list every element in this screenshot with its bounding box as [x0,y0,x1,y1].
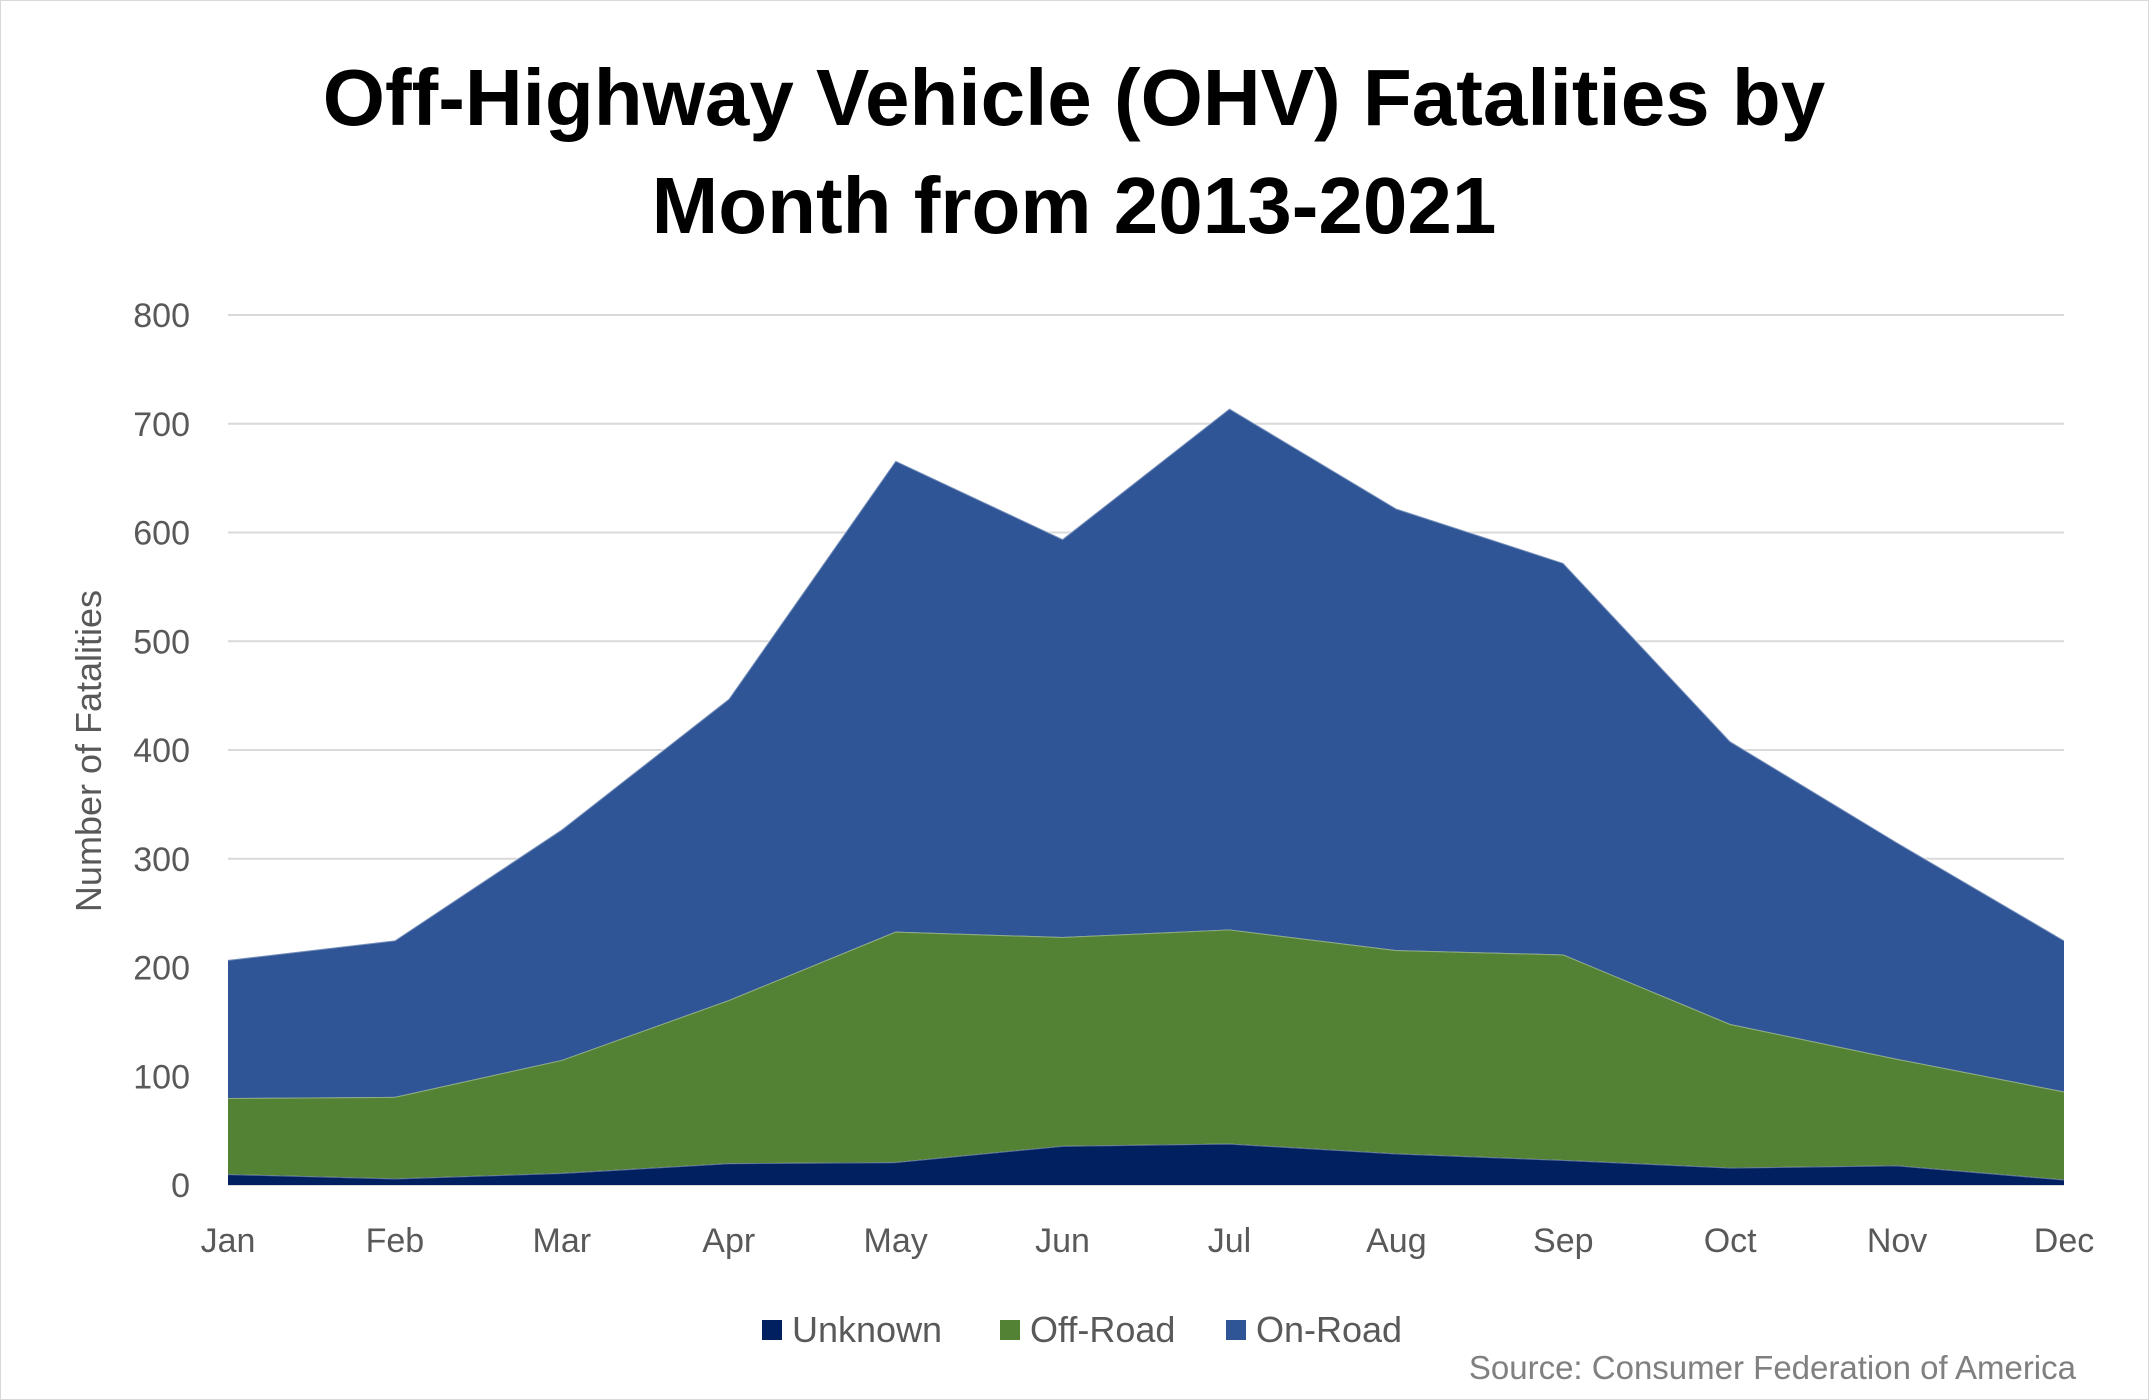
legend-swatch-unknown [762,1320,782,1340]
x-axis-ticks: Jan Feb Mar Apr May Jun Jul Aug Sep Oct Nov Dec [201,1222,2095,1260]
area-off-road [228,929,2064,1180]
x-tick-label-jul: Jul [1208,1222,1251,1260]
x-tick-label-mar: Mar [533,1222,592,1260]
area-edge-on-road [227,407,2065,961]
chart-title-line-2: Month from 2013-2021 [652,161,1497,250]
x-tick-label-dec: Dec [2034,1222,2094,1260]
area-edge-unknown [227,1142,2065,1181]
y-tick-label-400: 400 [133,732,190,770]
y-tick-label-200: 200 [133,950,190,988]
y-axis-title: Number of Fatalities [68,590,109,912]
legend-swatch-off-road [1000,1320,1020,1340]
y-tick-label-700: 700 [133,406,190,444]
legend: Unknown Off-Road On-Road [762,1309,1402,1350]
y-tick-label-0: 0 [171,1167,190,1205]
x-tick-label-apr: Apr [702,1222,755,1260]
legend-label-off-road: Off-Road [1030,1309,1175,1350]
x-tick-label-oct: Oct [1704,1222,1757,1260]
area-series [227,407,2065,1185]
x-tick-label-aug: Aug [1366,1222,1427,1260]
area-edge-off-road [227,928,2065,1099]
y-tick-label-600: 600 [133,515,190,553]
y-tick-label-300: 300 [133,841,190,879]
x-tick-label-may: May [864,1222,928,1260]
y-tick-label-100: 100 [133,1058,190,1096]
area-unknown [228,1143,2064,1185]
legend-label-unknown: Unknown [792,1309,942,1350]
x-tick-label-sep: Sep [1533,1222,1594,1260]
x-tick-label-jan: Jan [201,1222,256,1260]
legend-swatch-on-road [1226,1320,1246,1340]
chart-title-line-1: Off-Highway Vehicle (OHV) Fatalities by [323,53,1826,142]
area-on-road [228,408,2064,1098]
chart-title: Off-Highway Vehicle (OHV) Fatalities by … [323,53,1826,250]
source-note: Source: Consumer Federation of America [1469,1349,2077,1386]
y-axis-ticks: 0 100 200 300 400 500 600 700 800 [133,297,190,1205]
y-tick-label-800: 800 [133,297,190,335]
legend-label-on-road: On-Road [1256,1309,1402,1350]
x-tick-label-feb: Feb [366,1222,425,1260]
x-tick-label-nov: Nov [1867,1222,1927,1260]
x-tick-label-jun: Jun [1035,1222,1090,1260]
y-tick-label-500: 500 [133,623,190,661]
